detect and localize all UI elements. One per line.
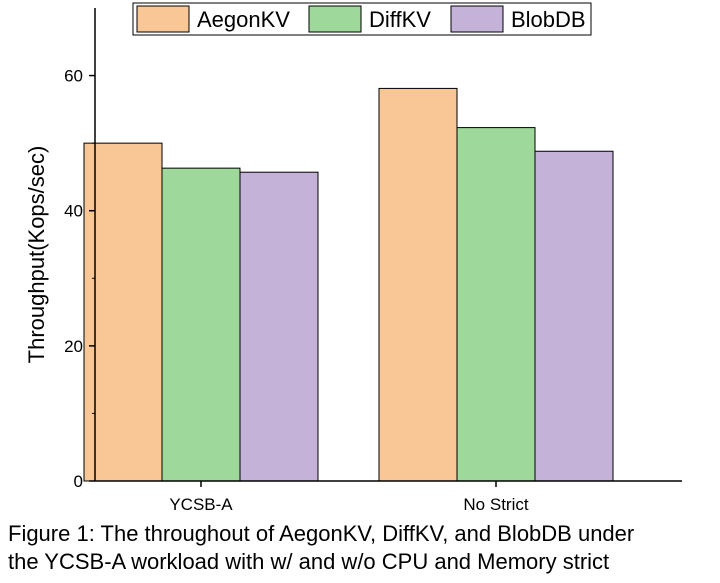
y-tick-label: 40 <box>64 202 83 221</box>
legend-label-diffkv: DiffKV <box>369 7 431 32</box>
bar-aegonkv-ycsb-a <box>83 142 163 482</box>
bar-blobdb-ycsb-a <box>239 171 319 482</box>
legend-label-aegonkv: AegonKV <box>197 7 290 32</box>
bar-aegonkv-no-strict <box>378 87 458 482</box>
y-tick-label: 60 <box>64 67 83 86</box>
x-tick-label: No Strict <box>463 495 528 514</box>
bar-blobdb-no-strict <box>534 150 614 482</box>
x-tick-label: YCSB-A <box>169 495 233 514</box>
y-tick-label: 0 <box>74 472 83 491</box>
legend-swatch-aegonkv <box>136 5 190 33</box>
legend-swatch-diffkv <box>308 5 362 33</box>
y-axis-label: Throughput(Kops/sec) <box>24 146 49 364</box>
legend-box <box>132 2 592 36</box>
legend-label-blobdb: BlobDB <box>511 7 586 32</box>
bar-diffkv-ycsb-a <box>161 167 241 482</box>
figure-caption: Figure 1: The throughout of AegonKV, Dif… <box>8 520 716 576</box>
caption-line-1: Figure 1: The throughout of AegonKV, Dif… <box>8 521 635 546</box>
caption-line-2: the YCSB-A workload with w/ and w/o CPU … <box>8 549 610 574</box>
bar-chart: YCSB-A No Strict 0 20 40 60 Throughput(Kops/se… <box>24 2 682 514</box>
y-tick-label: 20 <box>64 337 83 356</box>
bar-diffkv-no-strict <box>456 127 536 482</box>
legend-swatch-blobdb <box>450 5 504 33</box>
